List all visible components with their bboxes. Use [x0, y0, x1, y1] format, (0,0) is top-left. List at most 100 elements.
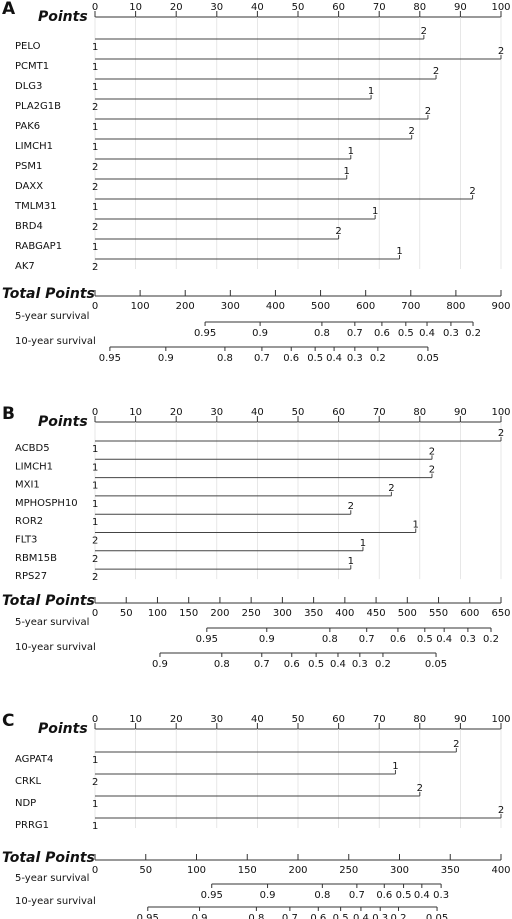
right-level: 1 [344, 166, 350, 177]
variable-name: PELO [15, 41, 41, 52]
x-tick-label: 100 [491, 407, 510, 418]
right-level: 1 [360, 538, 366, 549]
panel-label: B [2, 404, 15, 424]
x-tick-label: 50 [292, 407, 305, 418]
variable-name: RABGAP1 [15, 241, 62, 252]
survival-tick-label: 0.6 [374, 328, 390, 339]
survival-tick-label: 0.6 [310, 913, 326, 919]
total-tick-label: 800 [446, 301, 465, 312]
x-tick-label: 100 [491, 2, 510, 13]
survival-tick-label: 0.3 [352, 659, 368, 670]
survival-tick-label: 0.05 [425, 659, 447, 670]
survival-label: 10-year survival [15, 336, 96, 347]
right-level: 2 [429, 465, 435, 476]
x-tick-label: 30 [210, 2, 223, 13]
x-tick-label: 60 [332, 407, 345, 418]
survival-tick-label: 0.7 [349, 890, 365, 901]
variable-name: PCMT1 [15, 61, 49, 72]
variable-name: LIMCH1 [15, 141, 53, 152]
x-tick-label: 80 [413, 714, 426, 725]
survival-tick-label: 0.8 [314, 328, 330, 339]
total-tick-label: 200 [288, 865, 307, 876]
left-level: 1 [92, 142, 98, 153]
left-level: 2 [92, 222, 98, 233]
variable-name: DAXX [15, 181, 43, 192]
survival-tick-label: 0.95 [201, 890, 223, 901]
x-tick-label: 100 [491, 714, 510, 725]
total-tick-label: 50 [139, 865, 152, 876]
survival-label: 10-year survival [15, 642, 96, 653]
x-tick-label: 70 [373, 2, 386, 13]
total-tick-label: 100 [131, 301, 150, 312]
x-tick-label: 40 [251, 2, 264, 13]
total-tick-label: 200 [210, 608, 229, 619]
variable-name: RBM15B [15, 553, 57, 564]
survival-tick-label: 0.95 [137, 913, 159, 919]
left-level: 2 [92, 162, 98, 173]
left-level: 1 [92, 122, 98, 133]
survival-tick-label: 0.8 [314, 890, 330, 901]
total-tick-label: 550 [429, 608, 448, 619]
total-tick-label: 100 [148, 608, 167, 619]
survival-tick-label: 0.05 [426, 913, 448, 919]
survival-tick-label: 0.6 [390, 634, 406, 645]
survival-tick-label: 0.3 [372, 913, 388, 919]
x-tick-label: 50 [292, 2, 305, 13]
left-level: 2 [92, 536, 98, 547]
total-tick-label: 150 [179, 608, 198, 619]
survival-tick-label: 0.95 [194, 328, 216, 339]
x-tick-label: 10 [129, 714, 142, 725]
survival-tick-label: 0.8 [248, 913, 264, 919]
total-tick-label: 900 [491, 301, 510, 312]
variable-name: FLT3 [15, 535, 37, 546]
panel-label: A [2, 0, 16, 19]
variable-name: NDP [15, 798, 36, 809]
right-level: 2 [348, 501, 354, 512]
survival-tick-label: 0.3 [433, 890, 449, 901]
x-tick-label: 20 [170, 714, 183, 725]
total-points-label: Total Points [2, 286, 95, 302]
left-level: 1 [92, 481, 98, 492]
total-tick-label: 150 [238, 865, 257, 876]
survival-tick-label: 0.5 [333, 913, 349, 919]
x-tick-label: 10 [129, 2, 142, 13]
left-level: 1 [92, 799, 98, 810]
x-tick-label: 10 [129, 407, 142, 418]
survival-tick-label: 0.4 [414, 890, 430, 901]
total-tick-label: 250 [242, 608, 261, 619]
survival-tick-label: 0.3 [443, 328, 459, 339]
x-tick-label: 20 [170, 2, 183, 13]
total-tick-label: 450 [367, 608, 386, 619]
survival-tick-label: 0.7 [347, 328, 363, 339]
right-level: 2 [421, 26, 427, 37]
total-tick-label: 0 [92, 865, 98, 876]
variable-name: CRKL [15, 776, 41, 787]
points-label: Points [38, 9, 88, 25]
survival-tick-label: 0.9 [259, 634, 275, 645]
survival-tick-label: 0.4 [419, 328, 435, 339]
right-level: 1 [348, 556, 354, 567]
total-tick-label: 50 [120, 608, 133, 619]
points-label: Points [38, 721, 88, 737]
x-tick-label: 90 [454, 407, 467, 418]
left-level: 1 [92, 462, 98, 473]
left-level: 1 [92, 821, 98, 832]
left-level: 2 [92, 262, 98, 273]
left-level: 1 [92, 42, 98, 53]
x-tick-label: 50 [292, 714, 305, 725]
survival-tick-label: 0.8 [322, 634, 338, 645]
survival-tick-label: 0.4 [353, 913, 369, 919]
right-level: 2 [433, 66, 439, 77]
x-tick-label: 0 [92, 2, 98, 13]
left-level: 2 [92, 572, 98, 583]
left-level: 1 [92, 517, 98, 528]
variable-name: DLG3 [15, 81, 42, 92]
variable-name: PSM1 [15, 161, 42, 172]
right-level: 2 [498, 428, 504, 439]
survival-tick-label: 0.7 [254, 353, 270, 364]
right-level: 2 [498, 805, 504, 816]
total-tick-label: 300 [221, 301, 240, 312]
total-tick-label: 500 [398, 608, 417, 619]
variable-name: PRRG1 [15, 820, 49, 831]
